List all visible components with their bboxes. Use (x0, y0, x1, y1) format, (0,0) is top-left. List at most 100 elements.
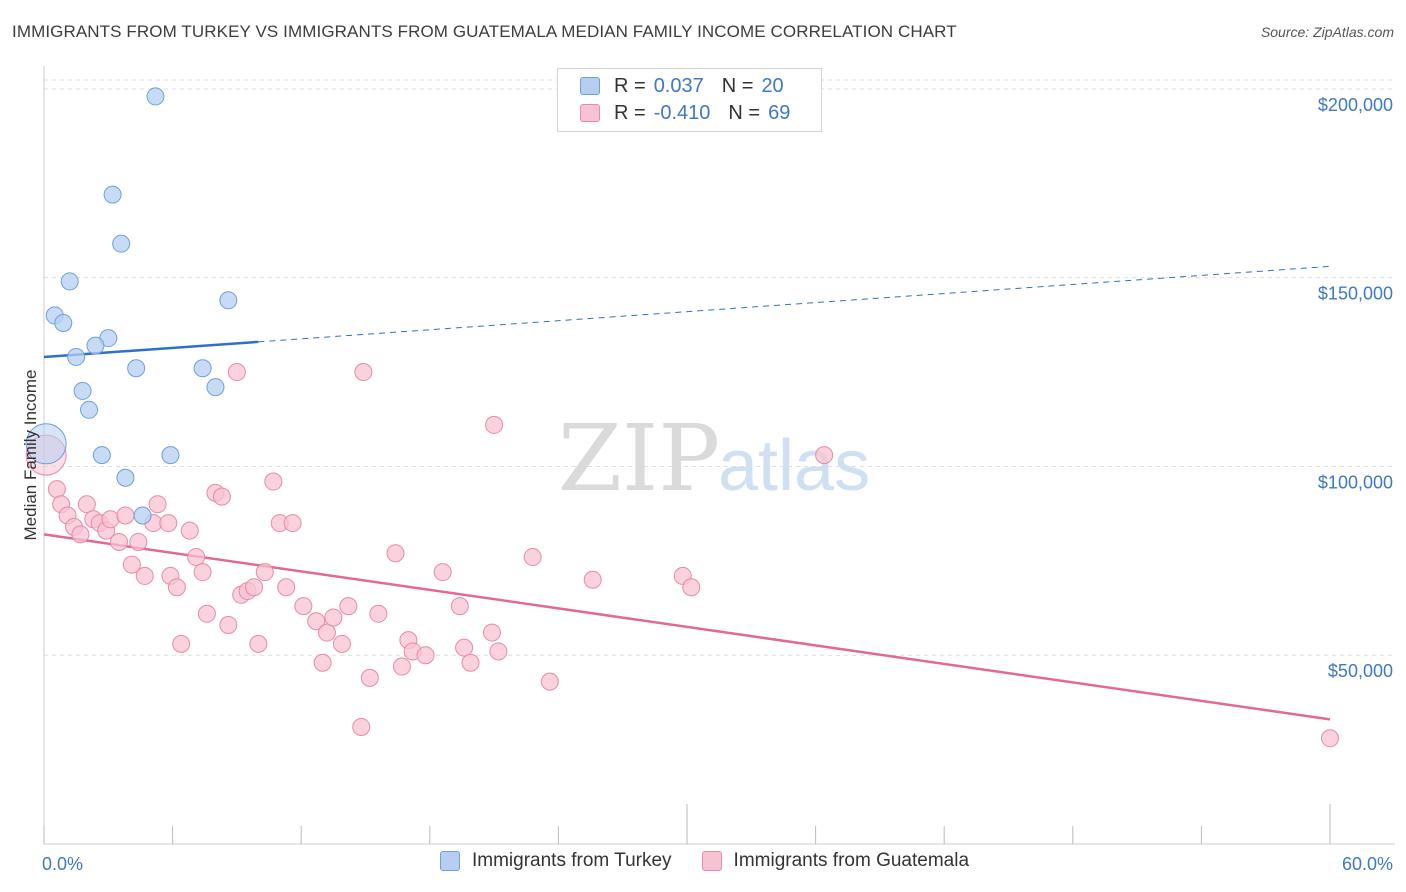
turkey-point (112, 234, 131, 253)
trend-line-turkey-extension (258, 265, 1331, 343)
turkey-point (127, 359, 146, 378)
guatemala-point (129, 532, 148, 551)
guatemala-point (583, 570, 602, 589)
x-tick-label: 0.0% (42, 854, 83, 874)
guatemala-point (135, 566, 154, 585)
legend-r-label: R = (614, 74, 646, 97)
series-legend: Immigrants from Turkey Immigrants from G… (440, 850, 999, 872)
source-label: Source: ZipAtlas.com (1260, 24, 1394, 40)
turkey-point (80, 400, 99, 419)
guatemala-point (122, 555, 141, 574)
trend-line-guatemala (43, 533, 1331, 721)
guatemala-point (369, 604, 388, 623)
guatemala-point (212, 487, 231, 506)
turkey-point (133, 506, 152, 525)
guatemala-point (324, 608, 343, 627)
legend-swatch-guatemala (701, 851, 722, 871)
legend-r-value-guatemala: -0.410 (653, 101, 711, 124)
turkey-point (54, 313, 73, 332)
guatemala-point (110, 532, 129, 551)
guatemala-point (352, 717, 371, 736)
guatemala-point (197, 604, 216, 623)
guatemala-point (317, 623, 336, 642)
guatemala-point (116, 506, 135, 525)
guatemala-point (159, 514, 178, 533)
watermark-zip: ZIP (558, 405, 720, 512)
guatemala-point (294, 597, 313, 616)
guatemala-point (360, 668, 379, 687)
scatter-points (25, 87, 1339, 748)
legend-swatch-turkey (580, 77, 600, 95)
guatemala-point (227, 363, 246, 382)
legend-item-guatemala[interactable]: Immigrants from Guatemala (701, 850, 970, 872)
turkey-point (161, 446, 180, 465)
guatemala-point (482, 623, 501, 642)
x-tick-label: 60.0% (1342, 854, 1393, 874)
watermark: ZIP atlas (558, 405, 870, 512)
chart-title: IMMIGRANTS FROM TURKEY VS IMMIGRANTS FRO… (12, 22, 957, 41)
legend-n-label: N = (721, 74, 754, 97)
guatemala-point (392, 657, 411, 676)
guatemala-point (1321, 729, 1339, 748)
legend-item-turkey[interactable]: Immigrants from Turkey (440, 850, 672, 872)
turkey-point (219, 291, 238, 310)
guatemala-point (450, 597, 469, 616)
legend-label-guatemala: Immigrants from Guatemala (733, 850, 970, 871)
y-tick-label: $100,000 (1318, 472, 1393, 492)
turkey-point (103, 185, 122, 204)
guatemala-point (219, 616, 238, 635)
legend-n-value-turkey: 20 (761, 74, 784, 97)
turkey-point (116, 468, 135, 487)
legend-swatch-turkey (440, 851, 460, 871)
legend-n-value-guatemala: 69 (768, 101, 791, 124)
guatemala-point (433, 563, 452, 582)
guatemala-point (193, 563, 212, 582)
legend-swatch-guatemala (580, 104, 600, 122)
grid (44, 79, 1395, 656)
guatemala-point (339, 597, 358, 616)
guatemala-point (332, 634, 351, 653)
guatemala-point (77, 495, 96, 514)
turkey-point (193, 359, 212, 378)
turkey-point (92, 446, 111, 465)
guatemala-point (489, 642, 508, 661)
y-tick-label: $50,000 (1328, 661, 1393, 681)
legend-n-label: N = (728, 101, 761, 124)
turkey-point (146, 87, 165, 106)
guatemala-point (354, 363, 373, 382)
legend-label-turkey: Immigrants from Turkey (472, 850, 672, 871)
guatemala-point (180, 521, 199, 540)
y-tick-label: $200,000 (1318, 95, 1393, 115)
guatemala-point (148, 495, 167, 514)
guatemala-point (540, 672, 559, 691)
stats-legend: R = 0.037 N = 20 R = -0.410 N = 69 (557, 68, 822, 132)
guatemala-point (416, 646, 435, 665)
guatemala-point (245, 578, 264, 597)
guatemala-point (485, 415, 504, 434)
guatemala-point (283, 514, 302, 533)
guatemala-point (71, 525, 90, 544)
guatemala-point (277, 578, 296, 597)
y-tick-label: $150,000 (1318, 284, 1393, 304)
turkey-point (73, 381, 92, 400)
tick-labels: $50,000 $100,000 $150,000 $200,000 0.0% 60.0% (42, 95, 1393, 874)
guatemala-point (682, 578, 701, 597)
guatemala-point (461, 653, 480, 672)
turkey-point (25, 423, 67, 465)
guatemala-point (523, 548, 542, 567)
legend-row-turkey: R = 0.037 N = 20 (580, 73, 784, 99)
y-axis-label: Median Family Income (21, 369, 40, 540)
guatemala-point (167, 578, 186, 597)
turkey-point (86, 336, 105, 355)
guatemala-point (313, 653, 332, 672)
legend-r-label: R = (614, 101, 646, 124)
guatemala-point (815, 446, 834, 465)
watermark-atlas: atlas (718, 426, 870, 506)
guatemala-point (264, 472, 283, 491)
guatemala-point (187, 548, 206, 567)
guatemala-point (307, 612, 326, 631)
guatemala-point (172, 634, 191, 653)
legend-r-value-turkey: 0.037 (653, 74, 704, 97)
legend-row-guatemala: R = -0.410 N = 69 (580, 100, 790, 126)
